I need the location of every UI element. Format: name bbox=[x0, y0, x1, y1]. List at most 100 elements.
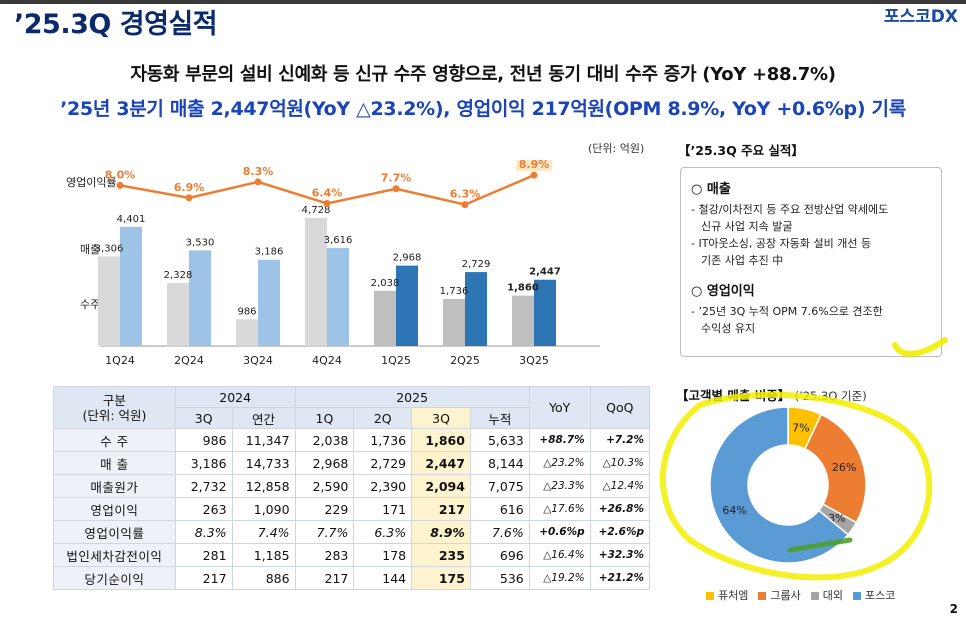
legend-item-future: 퓨처엠 bbox=[706, 587, 748, 603]
opm-value-label: 6.9% bbox=[174, 181, 205, 194]
x-tick-label: 3Q24 bbox=[243, 354, 273, 367]
opm-label-highlight bbox=[516, 160, 552, 172]
table-cell: 283 bbox=[294, 543, 355, 567]
customer-share-title-text: 【고객별 매출 비중】 bbox=[676, 388, 791, 403]
page-number: 2 bbox=[949, 602, 958, 616]
orders-value-label: 1,736 bbox=[440, 286, 469, 297]
opm-value-label: 8.9% bbox=[519, 160, 550, 171]
row-label: 당기순이익 bbox=[53, 566, 176, 590]
table-cell: 2,732 bbox=[174, 474, 233, 498]
table-cell: 2,590 bbox=[294, 474, 355, 498]
opm-value-label: 6.4% bbox=[312, 186, 343, 199]
table-row: 매출원가 2,732 12,858 2,590 2,390 2,094 7,07… bbox=[53, 474, 651, 498]
sales-value-label: 4,401 bbox=[117, 214, 146, 225]
subheader-cell: 1Q bbox=[294, 407, 355, 429]
legend-swatch bbox=[706, 592, 714, 600]
legend-label: 그룹사 bbox=[770, 589, 801, 602]
row-label-opm: 영업이익률 bbox=[66, 176, 117, 189]
kp-op-heading: ○ 영업이익 bbox=[691, 284, 755, 299]
kp-sales-heading: ○ 매출 bbox=[691, 182, 731, 197]
headline-orders: 자동화 부문의 설비 신예화 등 신규 수주 영향으로, 전년 동기 대비 수주… bbox=[130, 64, 836, 85]
sales-value-label: 2,447 bbox=[529, 267, 561, 278]
qoq-cell: +2.6%p bbox=[589, 520, 651, 544]
qoq-cell: +32.3% bbox=[589, 543, 651, 567]
subheader-cell: 누적 bbox=[469, 407, 530, 429]
sales-value-label: 3,186 bbox=[255, 247, 284, 258]
orders-value-label: 4,728 bbox=[302, 205, 331, 216]
table-row: 영업이익률 8.3% 7.4% 7.7% 6.3% 8.9% 7.6% +0.6… bbox=[53, 520, 651, 544]
bar-orders bbox=[167, 282, 189, 346]
table-cell: 886 bbox=[231, 566, 296, 590]
opm-point bbox=[116, 181, 124, 189]
slice-label: 64% bbox=[722, 504, 746, 517]
table-cell: 217 bbox=[411, 497, 471, 521]
financial-table: 구분 (단위: 억원) 2024 2025 YoY QoQ 3Q 연간 1Q 2… bbox=[53, 386, 651, 590]
x-tick-label: 2Q25 bbox=[450, 354, 480, 367]
header-category: 구분 (단위: 억원) bbox=[53, 386, 176, 429]
x-tick-label: 2Q24 bbox=[174, 354, 204, 367]
table-cell: 8,144 bbox=[469, 451, 530, 475]
qoq-cell: +7.2% bbox=[589, 428, 651, 452]
table-cell: 281 bbox=[174, 543, 233, 567]
bar-sales bbox=[327, 248, 349, 346]
table-cell: 696 bbox=[469, 543, 530, 567]
table-cell: 5,633 bbox=[469, 428, 530, 452]
table-cell: 2,968 bbox=[294, 451, 355, 475]
row-label: 매 출 bbox=[53, 451, 176, 475]
table-row: 법인세차감전이익 281 1,185 283 178 235 696 △16.4… bbox=[53, 543, 651, 567]
opm-value-label: 8.0% bbox=[105, 168, 136, 181]
customer-share-donut: 7%26%3%64% bbox=[709, 406, 867, 564]
table-cell: 2,390 bbox=[353, 474, 413, 498]
legend-swatch bbox=[810, 592, 819, 600]
bar-sales bbox=[534, 279, 556, 346]
bar-sales bbox=[258, 259, 280, 346]
table-row: 영업이익 263 1,090 229 171 217 616 △17.6% +2… bbox=[53, 497, 651, 521]
table-cell: 235 bbox=[411, 543, 471, 567]
table-cell: 1,736 bbox=[353, 428, 413, 452]
yoy-cell: +0.6%p bbox=[528, 520, 591, 544]
yoy-cell: △16.4% bbox=[528, 543, 591, 567]
bar-sales bbox=[189, 250, 211, 346]
orders-value-label: 986 bbox=[237, 306, 256, 317]
table-cell: 7.7% bbox=[294, 520, 355, 544]
table-cell: 7.4% bbox=[231, 520, 296, 544]
table-cell: 6.3% bbox=[353, 520, 413, 544]
table-cell: 171 bbox=[353, 497, 413, 521]
sales-value-label: 2,729 bbox=[462, 259, 491, 270]
table-cell: 175 bbox=[411, 566, 471, 590]
legend-swatch bbox=[853, 592, 861, 600]
legend-item-external: 대외 bbox=[810, 587, 843, 603]
key-points-title: 【’25.3Q 주요 실적】 bbox=[678, 143, 804, 158]
x-tick-label: 3Q25 bbox=[519, 354, 549, 367]
legend-label: 대외 bbox=[822, 589, 843, 602]
qoq-cell: +26.8% bbox=[589, 497, 651, 521]
table-cell: 2,729 bbox=[353, 451, 413, 475]
table-row: 당기순이익 217 886 217 144 175 536 △19.2% +21… bbox=[53, 566, 651, 590]
table-cell: 1,185 bbox=[231, 543, 296, 567]
legend-item-posco: 포스코 bbox=[853, 587, 895, 603]
header-qoq: QoQ bbox=[589, 386, 651, 429]
x-tick-label: 1Q25 bbox=[381, 354, 411, 367]
bar-orders bbox=[374, 290, 396, 346]
customer-share-title: 【고객별 매출 비중】 (’25.3Q 기준) bbox=[676, 385, 867, 404]
table-cell: 217 bbox=[174, 566, 233, 590]
subheader-cell: 연간 bbox=[231, 407, 296, 429]
table-cell: 11,347 bbox=[231, 428, 296, 452]
table-cell: 986 bbox=[174, 428, 233, 452]
row-label: 수 주 bbox=[53, 428, 176, 452]
header-category-label: 구분 bbox=[102, 392, 126, 408]
legend-label: 퓨처엠 bbox=[718, 589, 749, 602]
customer-share-subtitle: (’25.3Q 기준) bbox=[794, 389, 867, 403]
legend-label: 포스코 bbox=[865, 589, 896, 602]
header-year-2025: 2025 bbox=[294, 386, 530, 408]
row-label: 법인세차감전이익 bbox=[53, 543, 176, 567]
table-cell: 8.3% bbox=[174, 520, 233, 544]
orders-value-label: 3,306 bbox=[95, 243, 124, 254]
table-cell: 2,447 bbox=[411, 451, 471, 475]
yoy-cell: △19.2% bbox=[528, 566, 591, 590]
qoq-cell: △10.3% bbox=[589, 451, 651, 475]
table-cell: 2,094 bbox=[411, 474, 471, 498]
opm-point bbox=[530, 171, 538, 179]
legend-item-group: 그룹사 bbox=[758, 587, 801, 603]
yoy-cell: +88.7% bbox=[528, 428, 591, 452]
